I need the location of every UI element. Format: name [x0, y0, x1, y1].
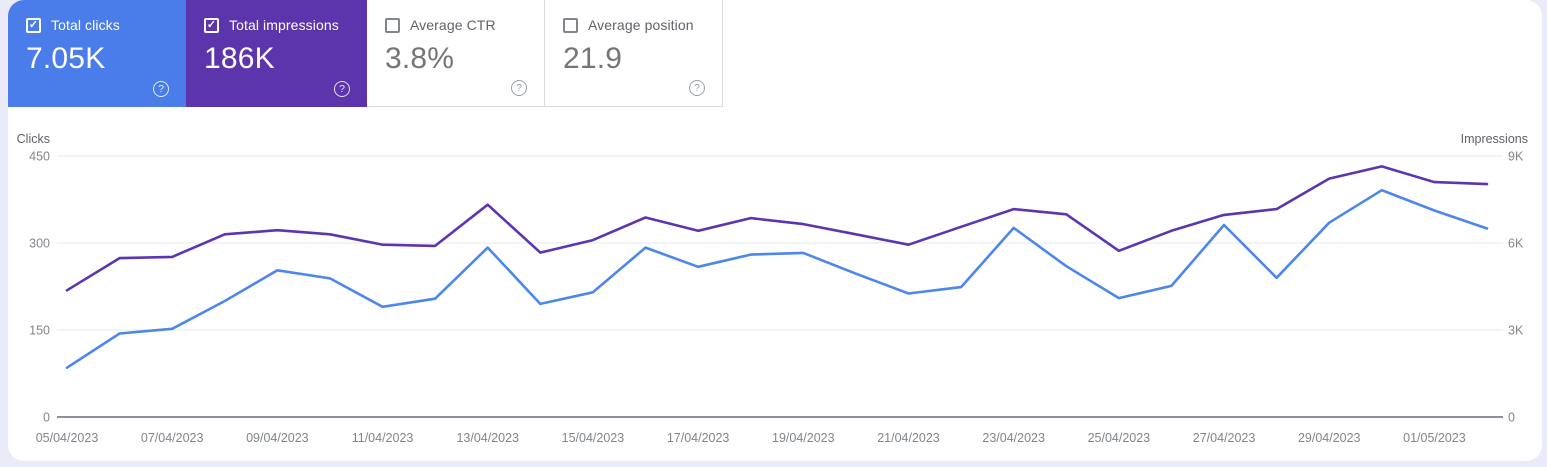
left-axis-tick: 450 — [29, 150, 50, 164]
x-axis-label: 07/04/2023 — [141, 431, 204, 445]
metric-value: 7.05K — [26, 42, 106, 75]
metric-label: Average position — [588, 17, 694, 33]
x-axis-label: 01/05/2023 — [1403, 431, 1466, 445]
metric-card-total-clicks[interactable]: ✓ Total clicks 7.05K ? — [8, 0, 186, 107]
x-axis-label: 09/04/2023 — [246, 431, 309, 445]
left-axis-title: Clicks — [17, 132, 50, 146]
right-axis-title: Impressions — [1461, 132, 1528, 146]
right-axis-tick: 0 — [1508, 411, 1515, 425]
metric-strip: ✓ Total clicks 7.05K ? ✓ Total impressio… — [8, 0, 723, 107]
x-axis-label: 19/04/2023 — [772, 431, 835, 445]
help-icon[interactable]: ? — [689, 80, 705, 96]
average-position-checkbox[interactable]: ✓ — [563, 17, 578, 33]
x-axis-label: 23/04/2023 — [982, 431, 1045, 445]
x-axis-label: 25/04/2023 — [1088, 431, 1151, 445]
left-axis-tick: 150 — [29, 324, 50, 338]
x-axis-label: 05/04/2023 — [36, 431, 99, 445]
metric-value: 3.8% — [385, 42, 455, 75]
performance-panel: ✓ Total clicks 7.05K ? ✓ Total impressio… — [8, 0, 1542, 461]
metric-label: Average CTR — [410, 17, 496, 33]
total-impressions-checkbox[interactable]: ✓ — [204, 17, 219, 33]
help-icon[interactable]: ? — [153, 81, 169, 97]
checkmark-icon: ✓ — [206, 18, 217, 31]
left-axis-tick: 0 — [43, 411, 50, 425]
help-icon[interactable]: ? — [334, 81, 350, 97]
x-axis-label: 15/04/2023 — [562, 431, 625, 445]
x-axis-label: 17/04/2023 — [667, 431, 730, 445]
metric-label: Total clicks — [51, 17, 120, 33]
left-axis-tick: 300 — [29, 237, 50, 251]
total-clicks-checkbox[interactable]: ✓ — [26, 17, 41, 33]
metric-label: Total impressions — [229, 17, 339, 33]
clicks-line — [65, 188, 1489, 370]
metric-value: 186K — [204, 42, 275, 75]
x-axis-label: 11/04/2023 — [352, 431, 414, 445]
impressions-line — [65, 165, 1489, 292]
metric-card-average-position[interactable]: ✓ Average position 21.9 ? — [545, 0, 723, 107]
metric-value: 21.9 — [563, 42, 623, 75]
x-axis-label: 13/04/2023 — [456, 431, 519, 445]
metric-card-total-impressions[interactable]: ✓ Total impressions 186K ? — [186, 0, 367, 107]
right-axis-tick: 9K — [1508, 150, 1524, 164]
right-axis-tick: 3K — [1508, 324, 1524, 338]
average-ctr-checkbox[interactable]: ✓ — [385, 17, 400, 33]
metric-card-average-ctr[interactable]: ✓ Average CTR 3.8% ? — [367, 0, 545, 107]
checkmark-icon: ✓ — [28, 18, 39, 31]
help-icon[interactable]: ? — [511, 80, 527, 96]
x-axis-label: 29/04/2023 — [1298, 431, 1361, 445]
x-axis-label: 27/04/2023 — [1193, 431, 1256, 445]
x-axis-label: 21/04/2023 — [877, 431, 940, 445]
right-axis-tick: 6K — [1508, 237, 1524, 251]
